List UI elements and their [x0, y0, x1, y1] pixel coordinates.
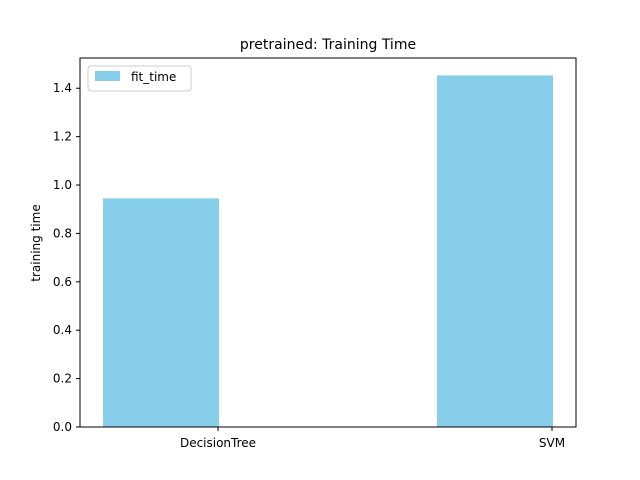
y-tick-label: 0.2 [53, 372, 72, 386]
y-tick-label: 1.0 [53, 178, 72, 192]
x-tick-label: SVM [539, 436, 565, 450]
x-tick-label: DecisionTree [180, 436, 256, 450]
y-tick-label: 0.0 [53, 420, 72, 434]
ticks-layer: DecisionTree SVM 0.0 0.2 0.4 0.6 0.8 1.0 1.2 1.4 [53, 81, 565, 450]
y-tick-label: 0.4 [53, 323, 72, 337]
chart-title: pretrained: Training Time [240, 37, 416, 53]
legend: fit_time [87, 65, 192, 92]
legend-label: fit_time [131, 70, 176, 84]
axes-frame [79, 57, 577, 428]
legend-swatch [95, 71, 120, 81]
axes-border [79, 57, 577, 428]
y-tick-label: 0.6 [53, 275, 72, 289]
bar-decisiontree [103, 198, 219, 427]
y-tick-label: 1.4 [53, 81, 72, 95]
bar-svm [437, 75, 553, 428]
y-tick-label: 1.2 [53, 130, 72, 144]
bars-layer [103, 75, 553, 428]
y-axis-label: training time [29, 204, 43, 281]
y-tick-label: 0.8 [53, 226, 72, 240]
